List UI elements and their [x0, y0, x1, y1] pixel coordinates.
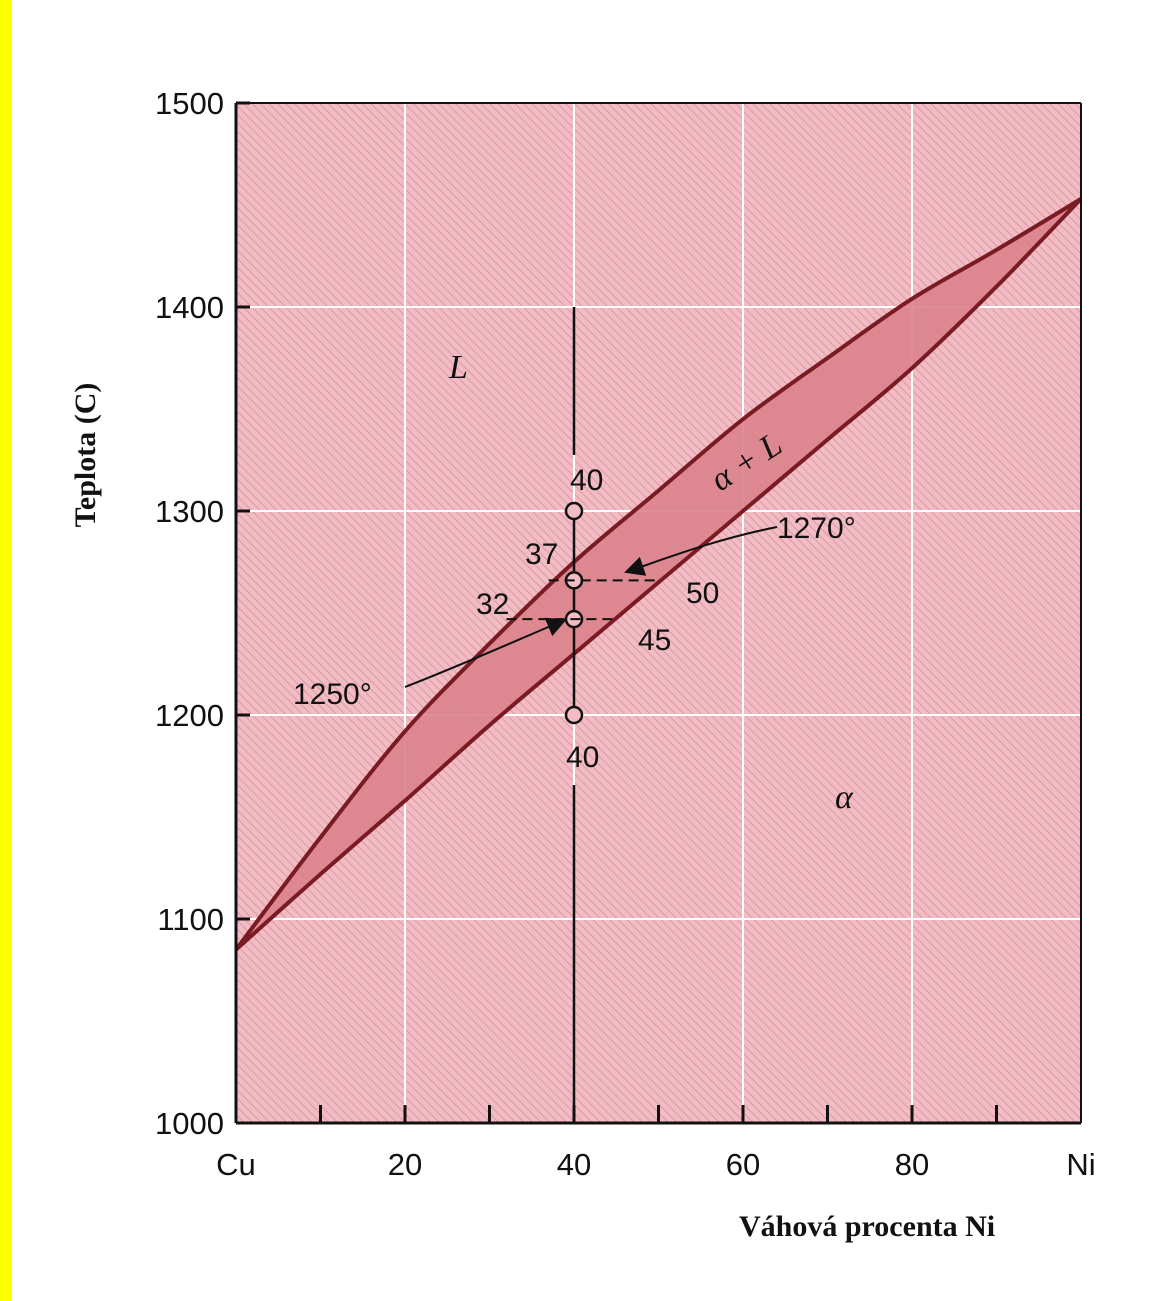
y-tick-label-1000: 1000 — [155, 1106, 224, 1141]
label-45: 45 — [638, 624, 671, 657]
x-tick-label-20: 20 — [388, 1147, 422, 1182]
y-tick-label-1100: 1100 — [157, 902, 224, 937]
label-40-bottom: 40 — [566, 741, 599, 774]
arrow-1270 — [624, 526, 778, 576]
y-tick-label-1300: 1300 — [155, 494, 224, 529]
annotation-arrows — [404, 526, 778, 688]
arrow-1250 — [404, 617, 567, 688]
x-tick-label-0: Cu — [216, 1147, 256, 1182]
x-tick-label-100: Ni — [1066, 1147, 1095, 1182]
figure-frame: Cu 20 40 60 80 Ni 1000 1100 1200 1300 1400 1500 40 … — [12, 0, 1162, 1301]
region-label-liquid: L — [448, 349, 468, 386]
data-point — [564, 501, 584, 521]
solidus-line — [234, 197, 1083, 952]
y-tick-label-1200: 1200 — [155, 698, 224, 733]
x-axis-title: Váhová procenta Ni — [739, 1210, 995, 1243]
region-label-solid: α — [835, 779, 854, 816]
liquidus-line — [234, 197, 1083, 951]
label-1250: 1250° — [293, 678, 372, 711]
label-37: 37 — [525, 538, 558, 571]
label-50: 50 — [686, 577, 719, 610]
tick-labels: Cu 20 40 60 80 Ni 1000 1100 1200 1300 1400 1500 — [155, 86, 1096, 1182]
y-axis-title: Teplota (C) — [69, 383, 102, 528]
label-40-top: 40 — [570, 464, 603, 497]
grid — [236, 103, 1081, 1123]
tick-marks — [236, 101, 998, 1125]
plot-background — [236, 103, 1081, 1123]
label-32: 32 — [476, 588, 509, 621]
label-1270: 1270° — [777, 512, 856, 545]
x-tick-label-60: 60 — [726, 1147, 760, 1182]
y-tick-label-1400: 1400 — [155, 290, 224, 325]
data-point — [564, 705, 584, 725]
y-tick-label-1500: 1500 — [155, 86, 224, 121]
x-tick-label-80: 80 — [895, 1147, 929, 1182]
x-tick-label-40: 40 — [557, 1147, 591, 1182]
